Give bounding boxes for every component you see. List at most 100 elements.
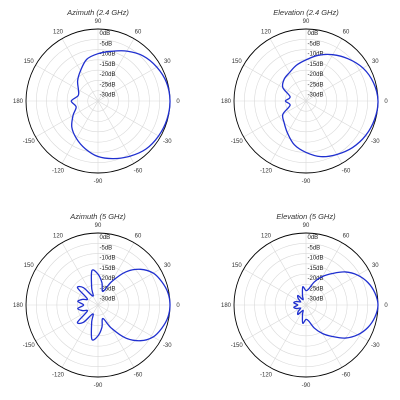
azimuth-5-ghz-grid-spoke bbox=[61, 242, 99, 306]
elevation-2-4-ghz-radial-label: -15dB bbox=[308, 62, 324, 68]
azimuth-2-4-ghz-grid-spoke bbox=[35, 64, 99, 102]
elevation-2-4-ghz-angle-label: 60 bbox=[343, 30, 350, 36]
elevation-2-4-ghz-angle-label: -120 bbox=[260, 168, 273, 174]
elevation-5-ghz-grid-spoke bbox=[269, 242, 307, 306]
elevation-5-ghz-radial-label: -20dB bbox=[308, 276, 324, 282]
elevation-5-ghz-angle-label: 180 bbox=[221, 303, 232, 309]
elevation-2-4-ghz-angle-label: 30 bbox=[372, 59, 379, 65]
azimuth-5-ghz-radial-label: 0dB bbox=[100, 235, 111, 241]
azimuth-5-ghz-radial-label: -15dB bbox=[100, 266, 116, 272]
azimuth-5-ghz-grid-spoke bbox=[97, 304, 135, 368]
elevation-5-ghz-angle-label: -120 bbox=[260, 372, 273, 378]
azimuth-5-ghz-angle-label: 150 bbox=[24, 263, 35, 269]
elevation-2-4-ghz-grid-spoke bbox=[269, 38, 307, 102]
azimuth-5-ghz-angle-label: -90 bbox=[94, 383, 103, 389]
azimuth-5-ghz-radial-label: -25dB bbox=[100, 286, 116, 292]
elevation-5-ghz-grid-spoke bbox=[305, 242, 343, 306]
azimuth-2-4-ghz-radial-label: -5dB bbox=[100, 41, 113, 47]
azimuth-2-4-ghz-grid-spoke bbox=[97, 64, 161, 102]
elevation-2-4-ghz-grid-spoke bbox=[305, 64, 369, 102]
elevation-2-4-ghz-angle-label: -30 bbox=[371, 139, 380, 145]
elevation-5-ghz-pattern-trace bbox=[293, 271, 379, 339]
azimuth-2-4-ghz-plot: Azimuth (2.4 GHz) 0 30 60 90 120 150 180 -150 -12… bbox=[13, 8, 180, 185]
azimuth-5-ghz-grid-spoke bbox=[97, 304, 161, 342]
azimuth-5-ghz-angle-label: -60 bbox=[134, 372, 143, 378]
elevation-2-4-ghz-grid-spoke bbox=[243, 100, 307, 138]
elevation-2-4-ghz-angle-label: 180 bbox=[221, 99, 232, 105]
azimuth-2-4-ghz-angle-label: 30 bbox=[164, 59, 171, 65]
elevation-2-4-ghz-angle-label: 0 bbox=[384, 99, 388, 105]
azimuth-5-ghz-angle-label: 60 bbox=[135, 234, 142, 240]
azimuth-5-ghz-radial-label: -5dB bbox=[100, 245, 113, 251]
elevation-2-4-ghz-radial-label: -20dB bbox=[308, 72, 324, 78]
elevation-5-ghz-grid-spoke bbox=[243, 268, 307, 306]
elevation-2-4-ghz-grid-spoke bbox=[243, 64, 307, 102]
elevation-5-ghz-radial-label: -15dB bbox=[308, 266, 324, 272]
elevation-5-ghz-plot: Elevation (5 GHz) 0 30 60 90 120 150 180 -150 -12… bbox=[221, 212, 388, 389]
azimuth-2-4-ghz-angle-label: -150 bbox=[23, 139, 36, 145]
elevation-5-ghz-grid-spoke bbox=[305, 304, 343, 368]
elevation-2-4-ghz-pattern-trace bbox=[281, 53, 379, 158]
azimuth-2-4-ghz-angle-label: 120 bbox=[53, 30, 64, 36]
elevation-5-ghz-radial-label: -5dB bbox=[308, 245, 321, 251]
elevation-2-4-ghz-grid-spoke bbox=[305, 38, 343, 102]
azimuth-5-ghz-angle-label: 30 bbox=[164, 263, 171, 269]
azimuth-2-4-ghz-title: Azimuth (2.4 GHz) bbox=[66, 8, 129, 17]
elevation-2-4-ghz-radial-label: 0dB bbox=[308, 31, 319, 37]
elevation-5-ghz-grid-spoke bbox=[243, 304, 307, 342]
elevation-5-ghz-grid-spoke bbox=[269, 304, 307, 368]
elevation-5-ghz-radial-label: -30dB bbox=[308, 297, 324, 303]
elevation-5-ghz-angle-label: -30 bbox=[371, 343, 380, 349]
elevation-2-4-ghz-angle-label: 90 bbox=[303, 19, 310, 25]
azimuth-2-4-ghz-angle-label: 0 bbox=[176, 99, 180, 105]
azimuth-2-4-ghz-angle-label: -30 bbox=[163, 139, 172, 145]
elevation-2-4-ghz-angle-label: -60 bbox=[342, 168, 351, 174]
azimuth-2-4-ghz-angle-label: -60 bbox=[134, 168, 143, 174]
elevation-5-ghz-radial-label: -10dB bbox=[308, 256, 324, 262]
elevation-2-4-ghz-grid-spoke bbox=[269, 100, 307, 164]
elevation-2-4-ghz-radial-label: -10dB bbox=[308, 52, 324, 58]
azimuth-5-ghz-angle-label: -150 bbox=[23, 343, 36, 349]
azimuth-2-4-ghz-radial-label: -10dB bbox=[100, 52, 116, 58]
elevation-2-4-ghz-angle-label: -90 bbox=[302, 179, 311, 185]
elevation-5-ghz-angle-label: -150 bbox=[231, 343, 244, 349]
azimuth-2-4-ghz-radial-label: -20dB bbox=[100, 72, 116, 78]
elevation-5-ghz-angle-label: 150 bbox=[232, 263, 243, 269]
azimuth-2-4-ghz-grid-spoke bbox=[97, 100, 161, 138]
azimuth-2-4-ghz-radial-label: -15dB bbox=[100, 62, 116, 68]
elevation-5-ghz-angle-label: 60 bbox=[343, 234, 350, 240]
elevation-2-4-ghz-radial-label: -5dB bbox=[308, 41, 321, 47]
elevation-2-4-ghz-title: Elevation (2.4 GHz) bbox=[273, 8, 339, 17]
elevation-2-4-ghz-angle-label: -150 bbox=[231, 139, 244, 145]
azimuth-2-4-ghz-grid-spoke bbox=[61, 38, 99, 102]
elevation-2-4-ghz-grid-spoke bbox=[305, 100, 369, 138]
azimuth-5-ghz-angle-label: 120 bbox=[53, 234, 64, 240]
azimuth-2-4-ghz-angle-label: -90 bbox=[94, 179, 103, 185]
elevation-5-ghz-angle-label: 0 bbox=[384, 303, 388, 309]
elevation-5-ghz-angle-label: -60 bbox=[342, 372, 351, 378]
azimuth-5-ghz-grid-spoke bbox=[97, 268, 161, 306]
elevation-5-ghz-angle-label: 30 bbox=[372, 263, 379, 269]
elevation-2-4-ghz-angle-label: 150 bbox=[232, 59, 243, 65]
azimuth-5-ghz-pattern-trace bbox=[76, 268, 171, 342]
azimuth-2-4-ghz-grid-spoke bbox=[97, 38, 135, 102]
azimuth-2-4-ghz-grid-spoke bbox=[61, 100, 99, 164]
azimuth-2-4-ghz-angle-label: 150 bbox=[24, 59, 35, 65]
elevation-2-4-ghz-plot: Elevation (2.4 GHz) 0 30 60 90 120 150 180 -150 -… bbox=[221, 8, 388, 185]
azimuth-2-4-ghz-pattern-trace bbox=[70, 50, 171, 160]
azimuth-5-ghz-radial-label: -10dB bbox=[100, 256, 116, 262]
elevation-5-ghz-angle-label: 120 bbox=[261, 234, 272, 240]
azimuth-5-ghz-angle-label: 0 bbox=[176, 303, 180, 309]
elevation-5-ghz-angle-label: -90 bbox=[302, 383, 311, 389]
azimuth-5-ghz-grid-spoke bbox=[61, 304, 99, 368]
azimuth-5-ghz-angle-label: 90 bbox=[95, 223, 102, 229]
elevation-2-4-ghz-radial-label: -30dB bbox=[308, 93, 324, 99]
azimuth-2-4-ghz-grid-spoke bbox=[97, 100, 135, 164]
azimuth-5-ghz-angle-label: 180 bbox=[13, 303, 24, 309]
elevation-5-ghz-angle-label: 90 bbox=[303, 223, 310, 229]
elevation-2-4-ghz-angle-label: 120 bbox=[261, 30, 272, 36]
elevation-2-4-ghz-grid-spoke bbox=[305, 100, 343, 164]
elevation-2-4-ghz-radial-label: -25dB bbox=[308, 82, 324, 88]
azimuth-5-ghz-plot: Azimuth (5 GHz) 0 30 60 90 120 150 180 -150 -120 -… bbox=[13, 212, 180, 389]
